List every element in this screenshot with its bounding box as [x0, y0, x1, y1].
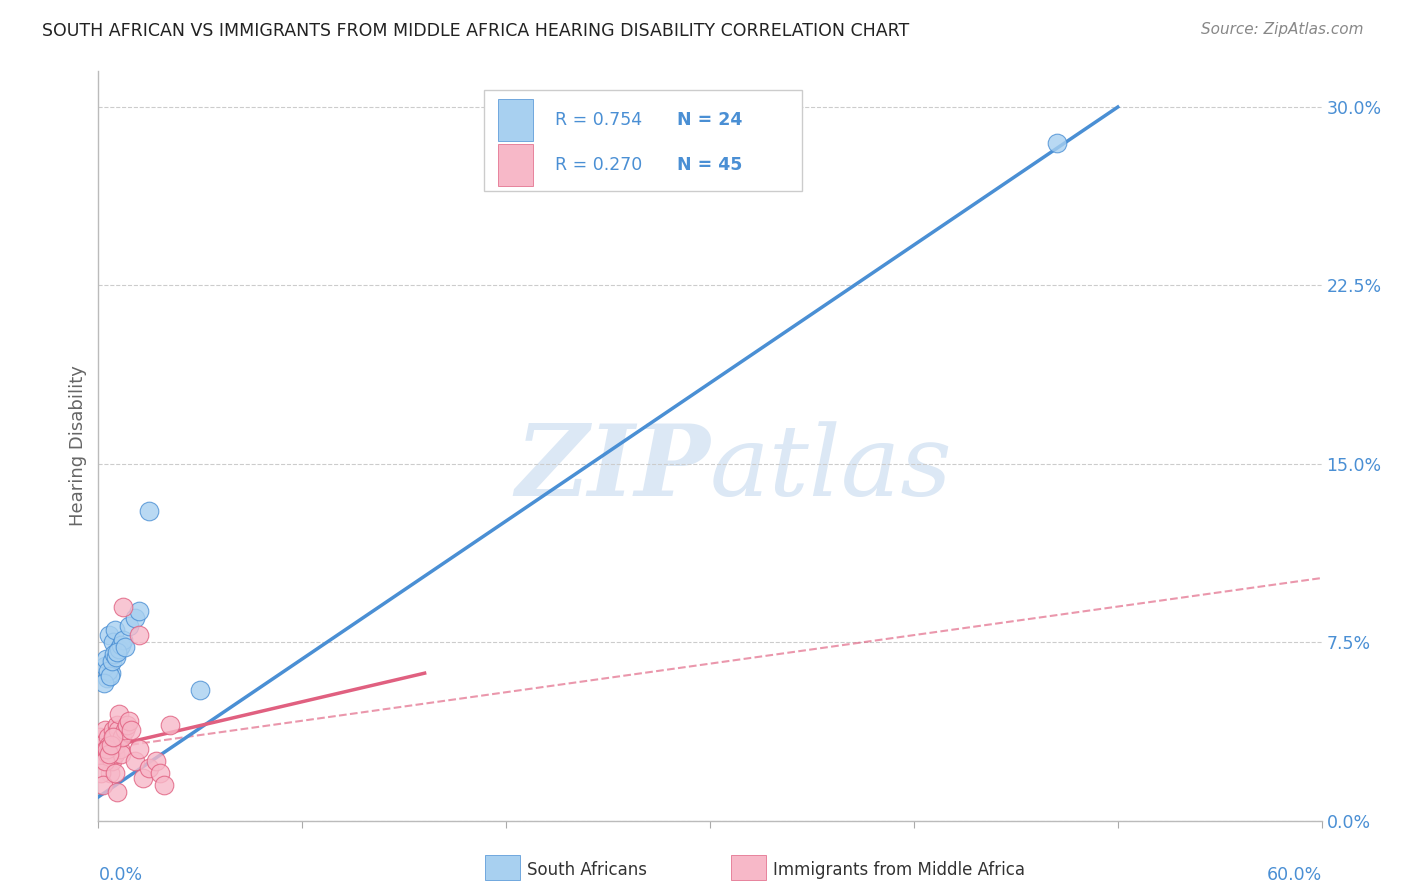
Point	[120, 723, 142, 738]
Point	[124, 754, 146, 768]
Text: R = 0.270: R = 0.270	[555, 156, 643, 174]
Point	[97, 628, 120, 642]
Text: 0.0%: 0.0%	[98, 865, 142, 884]
Point	[97, 731, 120, 745]
Bar	[498, 99, 533, 141]
Point	[100, 754, 122, 768]
Point	[128, 628, 150, 642]
Point	[1045, 136, 1069, 150]
Point	[128, 604, 150, 618]
Point	[138, 761, 160, 775]
Point	[159, 718, 181, 732]
Point	[103, 647, 125, 661]
Point	[111, 731, 134, 745]
Point	[90, 766, 112, 780]
Point	[138, 504, 160, 518]
Point	[94, 652, 117, 666]
Point	[110, 638, 132, 652]
Point	[114, 640, 136, 654]
FancyBboxPatch shape	[484, 90, 801, 191]
Text: ZIP: ZIP	[515, 420, 710, 516]
Point	[188, 682, 212, 697]
Point	[97, 664, 120, 678]
Point	[97, 738, 120, 752]
Point	[105, 718, 128, 732]
Point	[104, 624, 127, 638]
Point	[100, 666, 122, 681]
Point	[96, 747, 118, 761]
Text: N = 24: N = 24	[678, 112, 742, 129]
Point	[93, 659, 115, 673]
Point	[100, 742, 122, 756]
Text: N = 45: N = 45	[678, 156, 742, 174]
Point	[124, 611, 146, 625]
Text: R = 0.754: R = 0.754	[555, 112, 641, 129]
Y-axis label: Hearing Disability: Hearing Disability	[69, 366, 87, 526]
Point	[93, 675, 115, 690]
Point	[100, 654, 122, 668]
Point	[91, 738, 114, 752]
Point	[101, 723, 124, 738]
Point	[91, 778, 114, 792]
Point	[103, 731, 125, 745]
Point	[96, 671, 118, 685]
Point	[149, 766, 172, 780]
Bar	[498, 145, 533, 186]
Point	[110, 747, 132, 761]
Point	[90, 747, 112, 761]
Point	[108, 706, 131, 721]
Point	[108, 742, 131, 756]
Point	[104, 747, 127, 761]
Text: SOUTH AFRICAN VS IMMIGRANTS FROM MIDDLE AFRICA HEARING DISABILITY CORRELATION CH: SOUTH AFRICAN VS IMMIGRANTS FROM MIDDLE …	[42, 22, 910, 40]
Point	[104, 738, 127, 752]
Point	[98, 766, 121, 780]
Point	[89, 731, 111, 745]
Point	[118, 618, 141, 632]
Text: atlas: atlas	[710, 421, 953, 516]
Point	[104, 766, 127, 780]
Text: Immigrants from Middle Africa: Immigrants from Middle Africa	[773, 861, 1025, 879]
Point	[93, 754, 115, 768]
Text: 60.0%: 60.0%	[1267, 865, 1322, 884]
Point	[100, 738, 122, 752]
Point	[114, 723, 136, 738]
Point	[104, 649, 127, 664]
Point	[98, 668, 121, 682]
Point	[105, 645, 128, 659]
Point	[108, 642, 131, 657]
Point	[94, 754, 117, 768]
Text: Source: ZipAtlas.com: Source: ZipAtlas.com	[1201, 22, 1364, 37]
Point	[152, 778, 174, 792]
Text: South Africans: South Africans	[527, 861, 647, 879]
Point	[98, 747, 121, 761]
Point	[96, 742, 118, 756]
Point	[93, 723, 115, 738]
Point	[128, 742, 150, 756]
Point	[107, 723, 129, 738]
Point	[101, 731, 124, 745]
Point	[111, 599, 134, 614]
Point	[111, 632, 134, 647]
Point	[145, 754, 167, 768]
Point	[101, 635, 124, 649]
Point	[94, 742, 117, 756]
Point	[118, 714, 141, 728]
Point	[115, 718, 138, 732]
Point	[105, 785, 128, 799]
Point	[132, 771, 155, 785]
